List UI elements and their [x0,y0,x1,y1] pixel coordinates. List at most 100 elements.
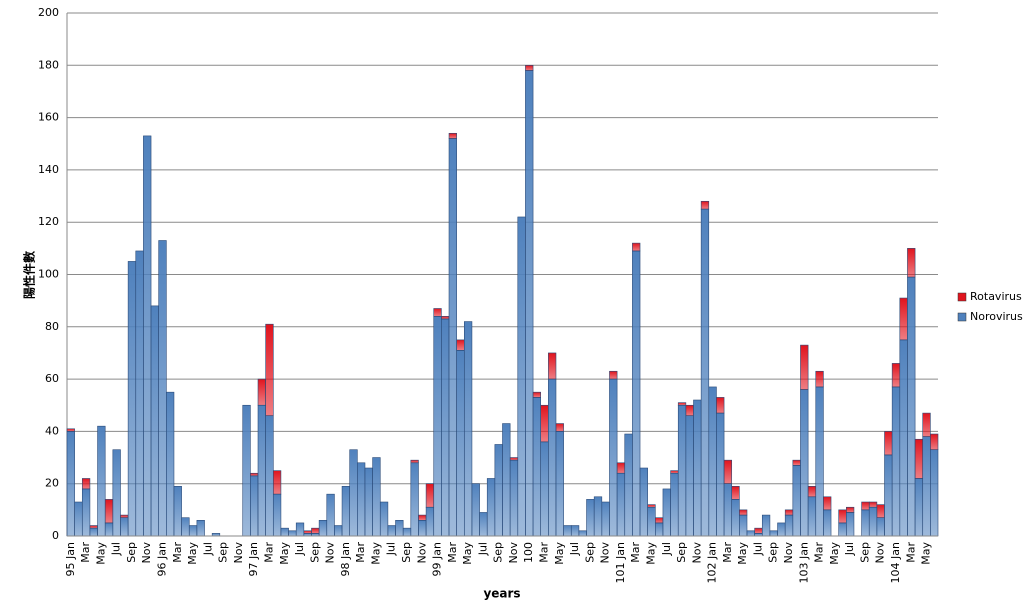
x-tick-label: May [553,542,566,565]
bar [257,378,266,406]
bar [120,514,129,518]
bar [81,478,91,490]
x-tick-label: Mar [171,542,184,563]
x-tick-label: Nov [874,542,887,564]
x-tick-label: Mar [813,542,826,563]
bar [761,514,771,537]
bar [448,138,457,537]
y-tick-label: 180 [38,58,59,71]
bar [792,459,801,466]
bar [861,509,870,537]
bar [838,509,847,524]
bar [265,415,274,537]
bar [846,512,855,537]
bar [624,433,633,537]
bar [471,483,480,537]
x-tick-label: Mar [446,542,459,563]
x-tick-label: Jul [476,542,489,556]
bar [250,475,259,537]
bar [616,472,626,537]
bar [662,488,671,537]
bar [846,506,855,513]
bar [739,514,748,537]
bar [548,352,557,380]
bar [379,501,389,537]
bar [693,399,702,537]
bar [868,506,878,537]
bar [150,305,159,537]
bar [884,431,893,456]
bar [861,501,870,511]
bar [410,459,419,464]
bar [792,465,801,537]
y-axis-label: 陽性件數 [22,251,37,299]
bar [723,483,733,537]
bar [601,501,610,537]
bar [74,501,83,537]
bar [815,386,824,537]
bar [97,425,106,537]
bar [540,404,549,443]
bar [502,423,511,537]
bar [823,496,832,511]
bar [899,297,908,341]
x-tick-label: Mar [629,542,642,563]
bar [754,527,763,534]
bar [685,404,694,417]
x-tick-label: 99 Jan [431,542,444,576]
bar [876,504,885,518]
x-tick-label: Mar [538,542,551,563]
bar [723,459,733,485]
x-axis-label: years [483,587,520,601]
x-tick-label: May [920,542,933,565]
bar [578,530,587,537]
legend-label: Rotavirus [970,290,1022,303]
x-tick-label: Sep [675,542,688,563]
bar [807,496,817,537]
bar [555,423,564,432]
bar [456,339,465,351]
bar [609,378,618,537]
x-tick-label: 103 Jan [797,542,810,583]
y-tick-label: 40 [45,424,59,437]
bar [372,457,381,537]
bar [104,499,114,524]
x-tick-label: Nov [782,542,795,564]
bar [196,520,205,537]
bar [357,462,366,537]
x-tick-label: Nov [324,542,337,564]
x-tick-label: Sep [583,542,596,563]
bar [708,386,717,537]
bar [677,404,687,537]
bar [127,261,137,537]
bar [570,525,580,537]
x-tick-label: Nov [232,542,245,564]
bar [104,522,114,537]
bar [632,250,641,537]
y-tick-label: 0 [52,529,59,542]
bar [563,525,572,537]
bar [930,433,939,451]
bar [334,525,343,537]
bar [884,454,893,537]
y-tick-label: 120 [38,215,59,228]
bar [311,527,320,534]
x-tick-label: Sep [858,542,871,563]
bar [395,520,404,537]
bar [670,472,679,537]
x-tick-label: May [644,542,657,565]
legend-swatch [957,292,967,302]
bar [425,483,435,508]
bar [188,525,198,537]
bar [303,530,312,534]
bar [517,216,526,537]
bar [868,501,878,508]
y-tick-label: 100 [38,268,59,281]
bar [66,428,75,432]
x-tick-label: Sep [308,542,321,563]
bar [922,412,931,437]
x-tick-label: Jul [293,542,306,556]
bar [173,486,182,537]
bar [655,522,664,537]
bar [120,517,129,537]
